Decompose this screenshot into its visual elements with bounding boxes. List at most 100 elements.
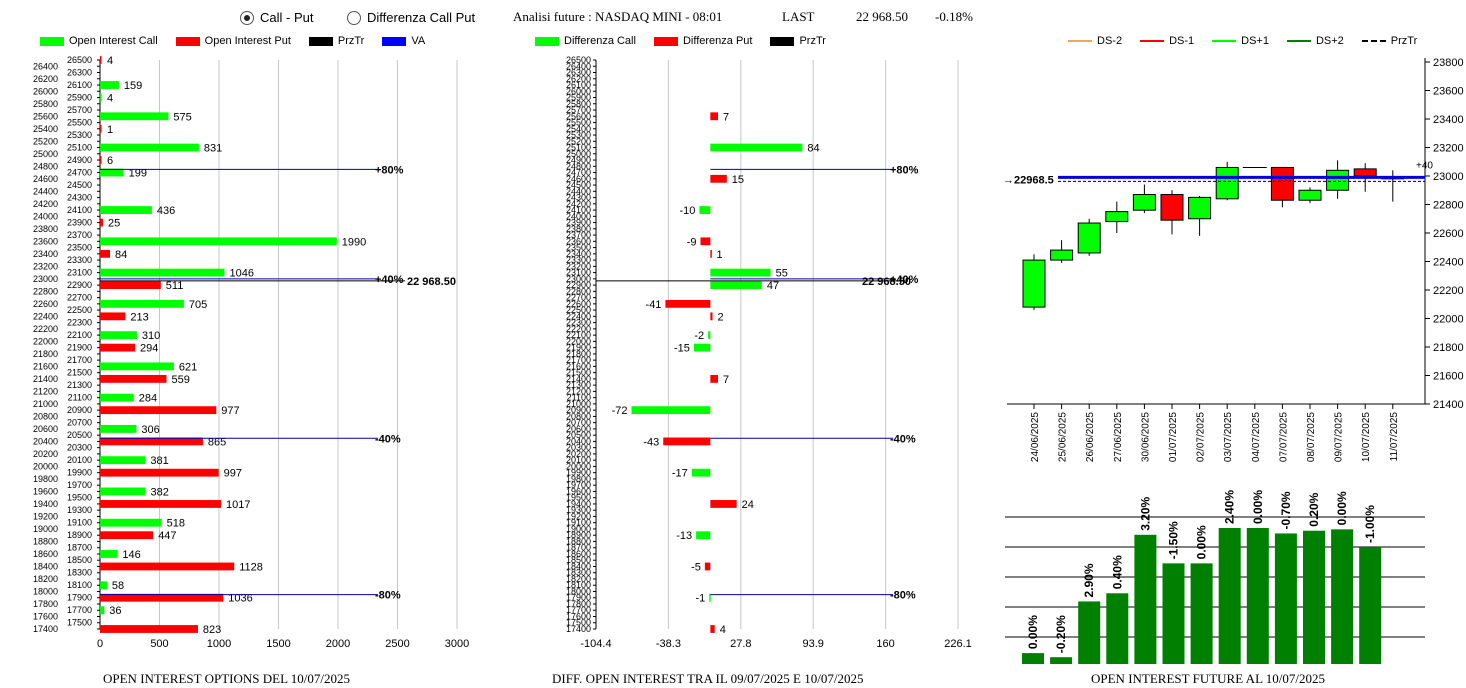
oi-future-label: 0.00%: [1026, 615, 1040, 649]
put-value-label: 213: [130, 311, 148, 323]
strike-label: 19600: [566, 486, 591, 496]
strike-label: 25000: [33, 149, 58, 159]
strike-label: 24100: [566, 205, 591, 215]
diff-value-label: -10: [679, 205, 695, 217]
candle-body: [1353, 168, 1377, 177]
strike-label: 23800: [33, 224, 58, 234]
strike-label: 23300: [67, 255, 92, 265]
strike-label: 24300: [67, 193, 92, 203]
strike-label: 17900: [67, 593, 92, 603]
last-value: 22 968.50: [856, 9, 908, 24]
strike-label: 22500: [67, 305, 92, 315]
strike-label: 23500: [67, 243, 92, 253]
diff-value-label: -2: [694, 330, 704, 342]
call-value-label: 575: [173, 111, 191, 123]
x-tick-label: 2500: [385, 638, 409, 650]
candle-body: [1105, 211, 1129, 223]
strike-label: 20900: [566, 405, 591, 415]
strike-label: 20700: [67, 418, 92, 428]
radio-call-put[interactable]: Call - Put: [240, 10, 313, 25]
x-tick-label: 3000: [445, 638, 469, 650]
put-bar: [100, 562, 235, 571]
strike-label: 24300: [566, 193, 591, 203]
strike-label: 22200: [33, 324, 58, 334]
strike-label: 26000: [566, 86, 591, 96]
call-bar: [100, 299, 184, 308]
strike-label: 18200: [33, 574, 58, 584]
call-value-label: 1990: [342, 236, 366, 248]
strike-label: 17800: [566, 599, 591, 609]
strike-label: 18700: [566, 543, 591, 553]
strike-label: 19800: [566, 474, 591, 484]
candle-body: [1160, 194, 1184, 221]
put-bar: [100, 500, 222, 508]
radio-diff-call-put[interactable]: Differenza Call Put: [347, 10, 475, 25]
strike-label: 25400: [566, 124, 591, 134]
call-bar: [100, 487, 146, 496]
date-label: 27/06/2025: [1113, 412, 1124, 462]
strike-label: 21300: [566, 380, 591, 390]
strike-label: 21500: [67, 368, 92, 378]
call-bar: [100, 550, 118, 558]
strike-label: 25900: [67, 93, 92, 103]
date-label: 08/07/2025: [1306, 412, 1317, 462]
diff-value-label: -72: [612, 405, 628, 417]
strike-label: 23000: [33, 274, 58, 284]
y-tick-label: 21600: [1433, 371, 1464, 383]
call-bar: [100, 112, 169, 121]
call-value-label: 199: [129, 168, 147, 180]
candle-body: [1050, 249, 1074, 261]
strike-label: 25300: [566, 130, 591, 140]
oi-future-label: 2.40%: [1223, 490, 1237, 524]
oi-future-label: -1.00%: [1363, 505, 1377, 543]
strike-label: 22800: [566, 286, 591, 296]
strike-label: 20700: [566, 418, 591, 428]
strike-label: 20600: [566, 424, 591, 434]
strike-label: 21800: [33, 349, 58, 359]
strike-label: 23600: [33, 236, 58, 246]
strike-label: 19500: [67, 493, 92, 503]
radio-call-put-label: Call - Put: [260, 10, 314, 25]
call-value-label: 436: [157, 205, 175, 217]
prztr-label: 22 968.50: [407, 276, 456, 288]
strike-label: 17800: [33, 599, 58, 609]
diff-value-label: -43: [643, 436, 659, 448]
strike-label: 23500: [566, 243, 591, 253]
strike-label: 23700: [566, 230, 591, 240]
legend-item: Open Interest Call: [40, 35, 158, 47]
va-level-label: -40%: [890, 433, 916, 445]
strike-label: 17600: [33, 611, 58, 621]
put-value-label: 1036: [228, 593, 252, 605]
put-value-label: 977: [221, 405, 239, 417]
call-bar: [100, 331, 137, 340]
put-value-label: 865: [208, 436, 226, 448]
put-bar: [100, 56, 102, 64]
candle-body: [1215, 166, 1239, 200]
strike-label: 20500: [566, 430, 591, 440]
strike-label: 19900: [67, 468, 92, 478]
strike-label: 24200: [566, 199, 591, 209]
diff-value-label: -1: [695, 593, 705, 605]
strike-label: 22100: [566, 330, 591, 340]
legend-item: DS-2: [1068, 35, 1122, 47]
strike-label: 19300: [566, 505, 591, 515]
strike-label: 26100: [566, 80, 591, 90]
change-value: -0.18%: [935, 9, 973, 24]
strike-label: 22900: [566, 280, 591, 290]
diff-bar: [710, 112, 719, 121]
put-bar: [100, 593, 224, 602]
call-bar: [100, 362, 174, 371]
date-label: 07/07/2025: [1278, 412, 1289, 462]
x-tick-label: 0: [97, 638, 103, 650]
call-bar: [100, 425, 137, 433]
strike-label: 18100: [67, 580, 92, 590]
put-bar: [100, 312, 126, 321]
legend-diff: Differenza Call Differenza Put PrzTr: [535, 35, 844, 47]
strike-label: 22500: [566, 305, 591, 315]
page-title: Analisi future : NASDAQ MINI - 08:01: [513, 9, 723, 24]
strike-label: 20300: [67, 443, 92, 453]
y-tick-label: 23600: [1433, 86, 1464, 98]
diff-value-label: 55: [776, 268, 788, 280]
call-value-label: 831: [204, 143, 222, 155]
